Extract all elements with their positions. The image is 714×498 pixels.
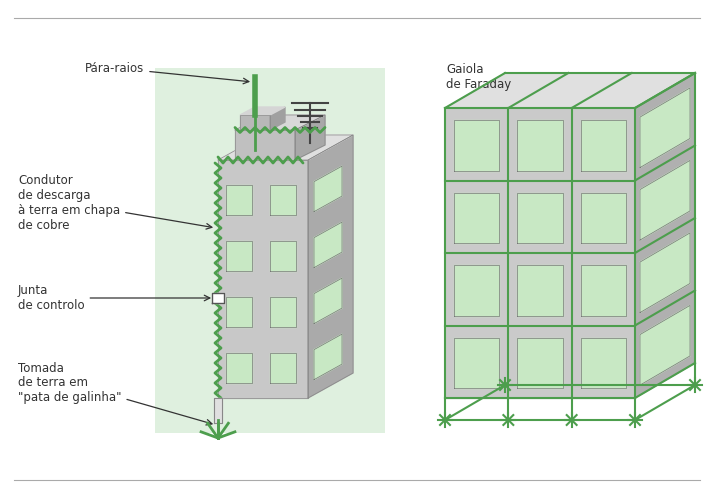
Polygon shape bbox=[445, 73, 695, 108]
Polygon shape bbox=[295, 115, 325, 160]
Polygon shape bbox=[518, 265, 563, 316]
Polygon shape bbox=[226, 297, 252, 327]
Polygon shape bbox=[218, 135, 353, 160]
Polygon shape bbox=[580, 193, 626, 243]
Polygon shape bbox=[155, 68, 385, 433]
Polygon shape bbox=[226, 185, 252, 215]
Polygon shape bbox=[270, 241, 296, 271]
Polygon shape bbox=[640, 233, 690, 313]
Polygon shape bbox=[640, 88, 690, 168]
Polygon shape bbox=[240, 115, 270, 130]
Polygon shape bbox=[270, 107, 285, 130]
Polygon shape bbox=[314, 166, 342, 212]
Polygon shape bbox=[454, 265, 499, 316]
Text: Tomada
de terra em
"pata de galinha": Tomada de terra em "pata de galinha" bbox=[18, 362, 212, 425]
Polygon shape bbox=[214, 398, 222, 423]
Polygon shape bbox=[518, 120, 563, 170]
Polygon shape bbox=[454, 193, 499, 243]
Polygon shape bbox=[640, 305, 690, 385]
Polygon shape bbox=[580, 120, 626, 170]
Polygon shape bbox=[235, 130, 295, 160]
Polygon shape bbox=[218, 160, 308, 398]
Polygon shape bbox=[580, 265, 626, 316]
Polygon shape bbox=[308, 135, 353, 398]
Polygon shape bbox=[314, 278, 342, 324]
Polygon shape bbox=[454, 120, 499, 170]
Polygon shape bbox=[270, 297, 296, 327]
Polygon shape bbox=[270, 353, 296, 383]
Polygon shape bbox=[235, 115, 325, 130]
Polygon shape bbox=[226, 353, 252, 383]
Polygon shape bbox=[445, 108, 635, 398]
Text: Pára-raios: Pára-raios bbox=[85, 61, 249, 84]
Polygon shape bbox=[314, 334, 342, 379]
Text: Junta
de controlo: Junta de controlo bbox=[18, 284, 210, 312]
Polygon shape bbox=[518, 193, 563, 243]
Polygon shape bbox=[580, 338, 626, 388]
Text: Condutor
de descarga
à terra em chapa
de cobre: Condutor de descarga à terra em chapa de… bbox=[18, 174, 212, 232]
Polygon shape bbox=[635, 73, 695, 398]
Polygon shape bbox=[226, 241, 252, 271]
Polygon shape bbox=[314, 222, 342, 267]
Polygon shape bbox=[240, 107, 285, 115]
Text: Gaiola
de Faraday: Gaiola de Faraday bbox=[446, 63, 511, 91]
Polygon shape bbox=[270, 185, 296, 215]
Polygon shape bbox=[212, 293, 224, 303]
Polygon shape bbox=[454, 338, 499, 388]
Polygon shape bbox=[518, 338, 563, 388]
Polygon shape bbox=[640, 160, 690, 240]
